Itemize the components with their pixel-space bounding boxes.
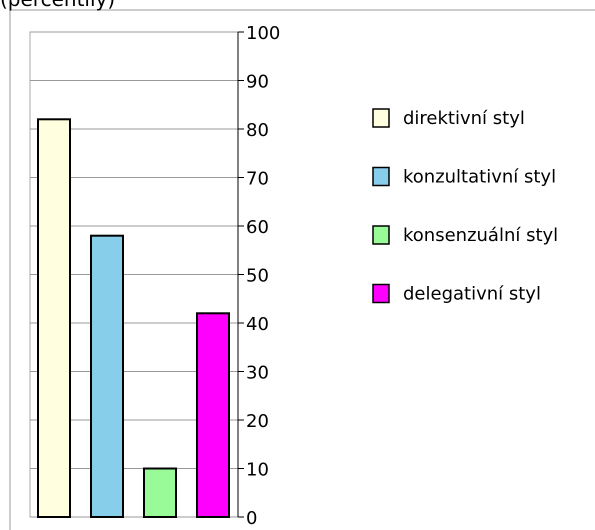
legend-label: konzultativní styl	[403, 167, 556, 188]
bar	[196, 312, 230, 518]
y-tick-label: 10	[246, 460, 269, 481]
y-tick-label: 20	[246, 411, 269, 432]
y-tick-label: 30	[246, 363, 269, 384]
legend-swatch	[372, 108, 390, 128]
legend-label: delegativní styl	[403, 284, 541, 305]
legend-swatch	[372, 166, 390, 187]
bar	[90, 234, 124, 518]
bar	[37, 118, 71, 519]
legend-label: direktivní styl	[403, 108, 525, 129]
y-tick-label: 100	[246, 23, 280, 44]
y-tick-label: 40	[246, 314, 269, 335]
y-tick-label: 0	[246, 508, 257, 529]
chart-title: (percentily)	[0, 0, 115, 11]
y-tick-label: 50	[246, 266, 269, 287]
legend-swatch	[372, 225, 390, 245]
y-tick-label: 60	[246, 217, 269, 238]
y-tick-label: 90	[246, 72, 269, 93]
y-tick-label: 80	[246, 120, 269, 141]
y-tick-label: 70	[246, 169, 269, 190]
bar	[143, 467, 177, 518]
legend-swatch	[372, 283, 390, 304]
legend-label: konsenzuální styl	[403, 225, 558, 246]
